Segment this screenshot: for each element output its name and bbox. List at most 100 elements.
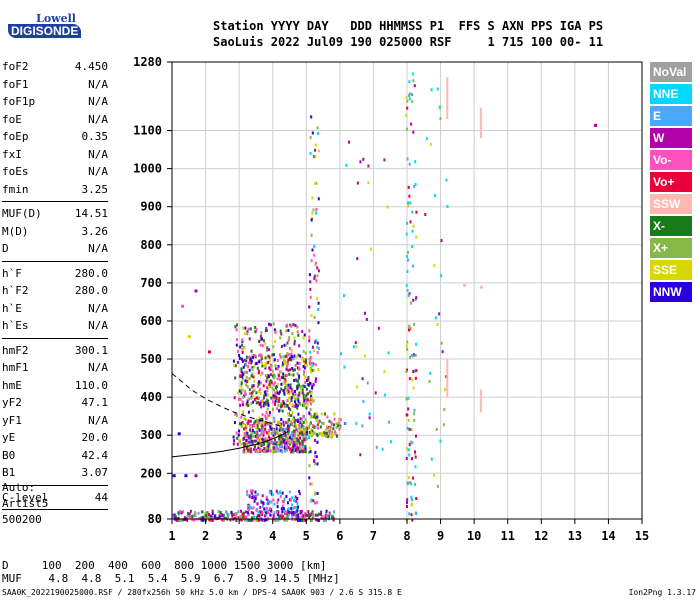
echo-point — [329, 512, 332, 516]
echo-point — [409, 355, 412, 359]
echo-point — [285, 354, 288, 358]
param-row: foE N/A — [2, 111, 108, 129]
echo-point — [276, 442, 279, 446]
echo-point — [321, 421, 323, 425]
echo-point — [374, 391, 377, 395]
ssw-bar — [446, 77, 449, 120]
echo-point — [309, 362, 312, 366]
echo-point — [297, 376, 300, 380]
echo-point — [255, 516, 258, 519]
echo-point — [438, 312, 441, 316]
echo-point — [303, 366, 306, 370]
echo-point — [389, 440, 392, 444]
echo-point — [242, 365, 245, 369]
echo-point — [309, 446, 311, 450]
echo-point — [240, 367, 243, 371]
echo-point — [259, 334, 262, 338]
echo-point — [289, 447, 292, 451]
echo-point — [302, 364, 305, 368]
echo-point — [302, 336, 305, 340]
echo-point — [279, 336, 282, 340]
echo-point — [233, 439, 235, 443]
echo-point — [281, 409, 284, 413]
echo-point — [296, 325, 299, 329]
echo-point — [301, 357, 304, 361]
echo-point — [288, 498, 291, 502]
echo-point — [292, 429, 295, 433]
echo-point — [310, 498, 313, 502]
echo-point — [310, 314, 313, 318]
echo-point — [298, 447, 301, 451]
echo-point — [406, 99, 409, 103]
echo-point — [258, 388, 261, 392]
echo-point — [298, 361, 301, 365]
echo-point — [301, 439, 304, 443]
echo-point — [236, 436, 239, 440]
echo-point — [302, 414, 305, 418]
echo-point — [271, 493, 274, 496]
echo-point — [238, 354, 241, 357]
echo-point — [280, 435, 283, 439]
echo-point — [305, 425, 308, 429]
echo-point — [248, 368, 251, 372]
echo-point — [266, 439, 269, 443]
echo-point — [256, 435, 259, 439]
echo-point — [257, 446, 260, 450]
echo-point — [266, 348, 268, 352]
echo-point — [242, 514, 245, 518]
echo-point — [298, 393, 301, 397]
autoscaling-info: Auto: Artist5 500200 — [2, 480, 48, 528]
echo-point — [277, 447, 280, 451]
muf-distance-row: D 100 200 400 600 800 1000 1500 3000 [km… — [2, 559, 327, 572]
echo-point — [252, 394, 255, 398]
echo-point — [287, 383, 290, 387]
echo-point — [236, 360, 239, 364]
echo-point — [291, 332, 294, 336]
echo-point — [332, 518, 335, 522]
echo-point — [260, 444, 263, 448]
auto-version: 500200 — [2, 513, 42, 526]
echo-point — [246, 380, 249, 384]
echo-point — [292, 449, 295, 453]
echo-point — [326, 514, 329, 518]
echo-point — [410, 482, 413, 486]
echo-point — [298, 450, 301, 454]
echo-point — [267, 510, 270, 514]
echo-point — [429, 142, 432, 146]
echo-point — [362, 399, 365, 403]
echo-point — [264, 342, 267, 346]
echo-point — [194, 474, 198, 478]
echo-point — [263, 447, 266, 450]
echo-point — [257, 421, 260, 425]
echo-point — [285, 421, 288, 425]
echo-point — [255, 426, 257, 430]
echo-point — [271, 353, 274, 357]
echo-point — [408, 443, 411, 447]
echo-point — [243, 443, 246, 447]
echo-point — [328, 427, 331, 431]
echo-point — [302, 401, 305, 405]
echo-point — [314, 513, 317, 517]
echo-point — [193, 511, 196, 514]
echo-point — [243, 432, 246, 436]
echo-point — [242, 511, 245, 515]
echo-point — [249, 442, 252, 445]
echo-point — [277, 498, 280, 502]
echo-point — [249, 489, 252, 493]
echo-point — [253, 388, 256, 392]
echo-point — [443, 408, 446, 411]
echo-point — [369, 247, 372, 251]
echo-point — [408, 97, 411, 101]
x-tick-label: 4 — [269, 529, 276, 543]
echo-point — [407, 476, 410, 479]
echo-point — [311, 424, 314, 428]
echo-point — [311, 196, 314, 200]
echo-point — [241, 400, 244, 404]
echo-point — [282, 361, 284, 365]
echo-point — [267, 499, 269, 502]
echo-point — [405, 113, 408, 117]
echo-point — [205, 514, 208, 518]
echo-point — [305, 396, 308, 400]
x-tick-label: 8 — [403, 529, 410, 543]
echo-point — [288, 436, 291, 440]
